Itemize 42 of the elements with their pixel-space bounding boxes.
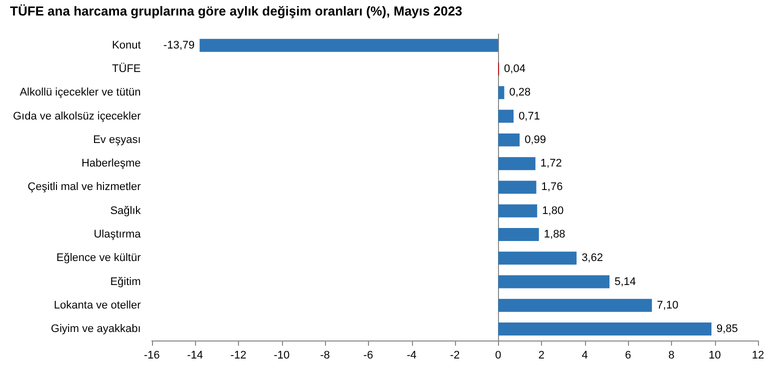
data-label: 0,04 bbox=[504, 63, 526, 76]
data-label: 7,10 bbox=[656, 299, 678, 312]
x-tick-label: -6 bbox=[363, 349, 374, 362]
x-tick-label: -14 bbox=[187, 349, 204, 362]
x-tick-label: 6 bbox=[625, 349, 632, 362]
x-tick-label: -8 bbox=[320, 349, 330, 362]
x-tick-label: -2 bbox=[450, 349, 460, 362]
y-tick-label: TÜFE bbox=[112, 62, 141, 76]
x-tick-label: 0 bbox=[495, 349, 502, 362]
x-tick-label: 12 bbox=[752, 349, 764, 362]
data-label: 1,76 bbox=[541, 181, 563, 194]
data-label: 3,62 bbox=[582, 252, 603, 264]
data-label: 0,71 bbox=[518, 110, 540, 122]
x-tick-label: 10 bbox=[708, 349, 721, 362]
y-tick-label: Lokanta ve oteller bbox=[54, 299, 142, 312]
data-label: 9,85 bbox=[716, 323, 738, 336]
y-tick-label: Haberleşme bbox=[81, 158, 141, 170]
chart-title: TÜFE ana harcama gruplarına göre aylık değişim oranları (%), Mayıs 2023 bbox=[10, 3, 462, 18]
y-tick-label: Çeşitli mal ve hizmetler bbox=[28, 181, 142, 194]
y-tick-label: Sağlık bbox=[110, 204, 142, 217]
y-tick-label: Ev eşyası bbox=[93, 134, 141, 146]
y-tick-label: Alkollü içecekler ve tütün bbox=[20, 86, 141, 99]
data-label: -13,79 bbox=[163, 39, 195, 52]
data-label: 5,14 bbox=[614, 276, 636, 288]
y-tick-label: Ulaştırma bbox=[94, 228, 142, 240]
x-tick-label: -16 bbox=[144, 349, 160, 362]
data-label: 1,88 bbox=[544, 228, 566, 240]
y-tick-label: Eğlence ve kültür bbox=[56, 252, 142, 264]
y-tick-label: Gıda ve alkolsüz içecekler bbox=[12, 110, 142, 122]
x-tick-label: -10 bbox=[274, 349, 290, 362]
x-tick-label: -4 bbox=[406, 349, 416, 362]
y-tick-label: Eğitim bbox=[110, 276, 141, 288]
x-tick-label: -12 bbox=[230, 349, 246, 362]
x-tick-label: 8 bbox=[668, 349, 674, 362]
data-label: 1,80 bbox=[542, 204, 564, 217]
y-tick-label: Giyim ve ayakkabı bbox=[50, 323, 141, 336]
data-label: 1,72 bbox=[540, 158, 562, 170]
x-tick-label: 4 bbox=[582, 349, 588, 362]
data-label: 0,28 bbox=[509, 86, 531, 99]
y-tick-label: Konut bbox=[112, 39, 141, 52]
data-label: 0,99 bbox=[524, 134, 546, 146]
x-tick-label: 2 bbox=[538, 349, 545, 362]
